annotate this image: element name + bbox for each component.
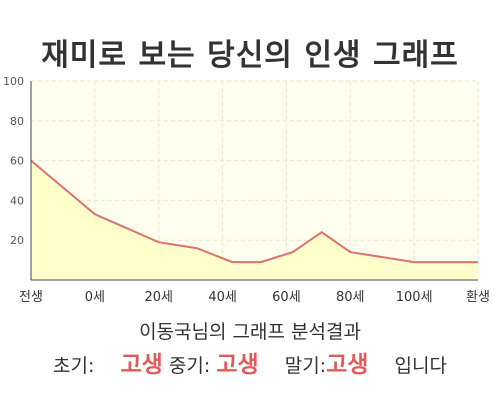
- y-tick-label: 20: [10, 234, 24, 247]
- late-value: 고생: [326, 352, 369, 378]
- mid-value: 고생: [216, 352, 259, 378]
- x-tick-label: 60세: [272, 290, 301, 305]
- x-tick-label: 환생: [466, 290, 490, 305]
- y-tick-label: 60: [10, 155, 24, 168]
- late-label: 말기:: [284, 355, 327, 377]
- early-label: 초기:: [53, 355, 95, 377]
- y-tick-label: 100: [3, 75, 24, 88]
- y-tick-label: 80: [10, 115, 24, 128]
- early-value: 고생: [120, 352, 163, 378]
- series-line: [30, 159, 478, 264]
- x-tick-label: 0세: [85, 290, 105, 305]
- chart-title: 재미로 보는 당신의 인생 그래프: [41, 38, 459, 73]
- mid-label: 중기:: [168, 355, 211, 377]
- x-tick-label: 100세: [396, 290, 433, 305]
- x-tick-label: 40세: [208, 290, 237, 305]
- analysis-title: 이동국님의 그래프 분석결과: [139, 321, 361, 343]
- x-tick-label: 80세: [336, 290, 365, 305]
- ending-text: 입니다: [394, 355, 447, 377]
- y-tick-label: 40: [10, 194, 24, 207]
- area-fill: [31, 160, 478, 280]
- analysis-verdict: 초기: 고생 중기: 고생 말기:고생 입니다: [0, 345, 500, 379]
- life-graph-chart: 20 40 60 80 100 전생 0세 20세 40세 60세 80세 100세 환생: [3, 75, 490, 305]
- x-tick-label: 20세: [144, 290, 173, 305]
- x-tick-label: 전생: [19, 290, 43, 305]
